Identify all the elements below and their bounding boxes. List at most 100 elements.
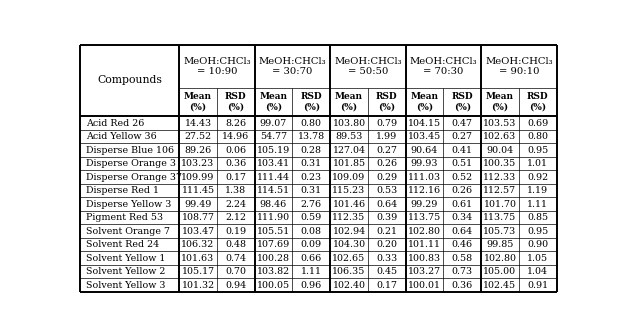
Text: 107.69: 107.69: [257, 240, 290, 249]
Text: 100.01: 100.01: [408, 280, 441, 289]
Text: 101.46: 101.46: [332, 199, 366, 208]
Text: 0.48: 0.48: [225, 240, 246, 249]
Text: 2.24: 2.24: [225, 199, 246, 208]
Text: 0.66: 0.66: [301, 253, 322, 262]
Text: 89.53: 89.53: [335, 132, 363, 141]
Text: 0.09: 0.09: [301, 240, 322, 249]
Text: 104.15: 104.15: [408, 119, 441, 128]
Text: 127.04: 127.04: [332, 146, 365, 155]
Text: Disperse Orange 3: Disperse Orange 3: [86, 159, 176, 168]
Text: 0.91: 0.91: [527, 280, 548, 289]
Text: 0.19: 0.19: [225, 226, 247, 235]
Text: MeOH:CHCl₃
= 90:10: MeOH:CHCl₃ = 90:10: [485, 57, 553, 76]
Text: 0.70: 0.70: [225, 267, 246, 276]
Text: 105.00: 105.00: [483, 267, 517, 276]
Text: 0.92: 0.92: [527, 172, 548, 181]
Text: 103.47: 103.47: [181, 226, 214, 235]
Text: RSD
(%): RSD (%): [527, 92, 548, 112]
Text: 1.38: 1.38: [225, 186, 247, 195]
Text: 1.04: 1.04: [527, 267, 548, 276]
Text: 1.05: 1.05: [527, 253, 548, 262]
Text: 103.41: 103.41: [257, 159, 290, 168]
Text: Disperse Orange 37: Disperse Orange 37: [86, 172, 182, 181]
Text: 14.96: 14.96: [222, 132, 250, 141]
Text: 101.63: 101.63: [181, 253, 215, 262]
Text: 90.04: 90.04: [486, 146, 514, 155]
Text: 0.06: 0.06: [225, 146, 247, 155]
Text: 0.90: 0.90: [527, 240, 548, 249]
Text: 0.31: 0.31: [301, 159, 322, 168]
Text: 102.63: 102.63: [483, 132, 517, 141]
Text: 112.35: 112.35: [332, 213, 366, 222]
Text: 106.35: 106.35: [332, 267, 366, 276]
Text: Disperse Blue 106: Disperse Blue 106: [86, 146, 174, 155]
Text: 102.80: 102.80: [408, 226, 441, 235]
Text: 104.30: 104.30: [332, 240, 366, 249]
Text: 111.03: 111.03: [408, 172, 441, 181]
Text: 0.28: 0.28: [301, 146, 322, 155]
Text: Acid Yellow 36: Acid Yellow 36: [86, 132, 156, 141]
Text: 0.64: 0.64: [451, 226, 473, 235]
Text: 0.80: 0.80: [527, 132, 548, 141]
Text: 0.59: 0.59: [301, 213, 322, 222]
Text: 0.95: 0.95: [527, 146, 548, 155]
Text: 100.05: 100.05: [257, 280, 290, 289]
Text: 113.75: 113.75: [408, 213, 441, 222]
Text: 0.29: 0.29: [376, 172, 397, 181]
Text: 0.47: 0.47: [451, 119, 473, 128]
Text: 0.26: 0.26: [376, 159, 397, 168]
Text: 99.85: 99.85: [486, 240, 514, 249]
Text: 113.75: 113.75: [483, 213, 517, 222]
Text: RSD
(%): RSD (%): [451, 92, 473, 112]
Text: 13.78: 13.78: [297, 132, 325, 141]
Text: 0.46: 0.46: [451, 240, 473, 249]
Text: 109.99: 109.99: [181, 172, 215, 181]
Text: RSD
(%): RSD (%): [225, 92, 247, 112]
Text: 0.08: 0.08: [301, 226, 322, 235]
Text: Mean
(%): Mean (%): [335, 92, 363, 112]
Text: 0.21: 0.21: [376, 226, 397, 235]
Text: 0.33: 0.33: [376, 253, 397, 262]
Text: 103.82: 103.82: [257, 267, 290, 276]
Text: 0.69: 0.69: [527, 119, 548, 128]
Text: RSD
(%): RSD (%): [301, 92, 322, 112]
Text: Disperse Yellow 3: Disperse Yellow 3: [86, 199, 171, 208]
Text: 0.20: 0.20: [376, 240, 397, 249]
Text: 0.17: 0.17: [225, 172, 246, 181]
Text: Mean
(%): Mean (%): [410, 92, 438, 112]
Text: 100.35: 100.35: [483, 159, 517, 168]
Text: 103.45: 103.45: [408, 132, 441, 141]
Text: 102.94: 102.94: [332, 226, 366, 235]
Text: 0.36: 0.36: [225, 159, 247, 168]
Text: 0.58: 0.58: [451, 253, 473, 262]
Text: 0.27: 0.27: [451, 132, 473, 141]
Text: 0.41: 0.41: [451, 146, 473, 155]
Text: 101.32: 101.32: [181, 280, 214, 289]
Text: 103.27: 103.27: [408, 267, 441, 276]
Text: Solvent Orange 7: Solvent Orange 7: [86, 226, 170, 235]
Text: 0.31: 0.31: [301, 186, 322, 195]
Text: Acid Red 26: Acid Red 26: [86, 119, 144, 128]
Text: Mean
(%): Mean (%): [184, 92, 212, 112]
Text: 27.52: 27.52: [184, 132, 212, 141]
Text: 0.26: 0.26: [451, 186, 473, 195]
Text: 102.45: 102.45: [483, 280, 517, 289]
Text: 106.32: 106.32: [181, 240, 215, 249]
Text: 101.85: 101.85: [332, 159, 366, 168]
Text: 1.19: 1.19: [527, 186, 548, 195]
Text: 100.83: 100.83: [408, 253, 441, 262]
Text: 0.34: 0.34: [451, 213, 473, 222]
Text: 2.76: 2.76: [301, 199, 322, 208]
Text: 103.23: 103.23: [181, 159, 215, 168]
Text: 0.94: 0.94: [225, 280, 247, 289]
Text: Solvent Yellow 3: Solvent Yellow 3: [86, 280, 165, 289]
Text: 0.85: 0.85: [527, 213, 548, 222]
Text: 0.17: 0.17: [376, 280, 397, 289]
Text: 101.11: 101.11: [408, 240, 441, 249]
Text: 0.80: 0.80: [301, 119, 322, 128]
Text: 0.64: 0.64: [376, 199, 397, 208]
Text: 0.45: 0.45: [376, 267, 397, 276]
Text: 90.64: 90.64: [411, 146, 438, 155]
Text: 0.61: 0.61: [451, 199, 473, 208]
Text: 0.27: 0.27: [376, 146, 397, 155]
